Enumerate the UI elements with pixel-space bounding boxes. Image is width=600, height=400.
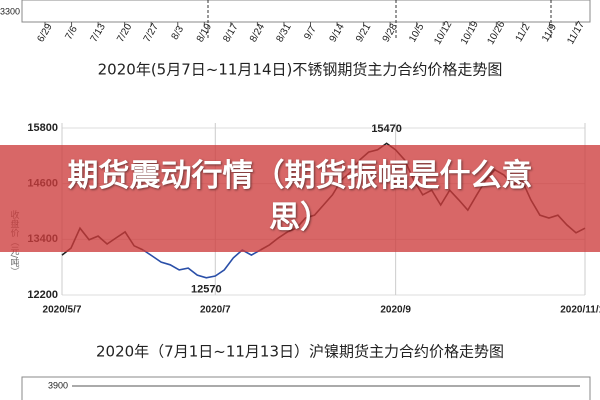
x-tick-label: 11/17 — [565, 19, 587, 46]
x-tick-label: 10/19 — [459, 19, 481, 47]
x-tick-label: 2020/5/7 — [43, 305, 82, 316]
x-tick-label: 10/26 — [485, 19, 507, 47]
x-tick-label: 10/12 — [432, 19, 454, 47]
y-tick-label: 15800 — [27, 122, 58, 134]
data-label: 12570 — [191, 284, 222, 296]
line-series — [142, 249, 261, 279]
data-label: 15470 — [371, 123, 402, 135]
x-tick-label: 2020/7 — [200, 305, 231, 316]
x-tick-label: 7/27 — [142, 22, 161, 45]
y-tick-label: 3300 — [0, 6, 20, 16]
x-tick-label: 6/29 — [35, 22, 54, 45]
y-tick-label: 3900 — [48, 380, 68, 390]
top-frame — [21, 0, 591, 23]
x-tick-label: 2020/11/14 — [560, 305, 600, 316]
x-tick-label: 9/7 — [302, 24, 319, 42]
x-tick-label: 8/24 — [248, 22, 267, 45]
x-tick-label: 8/31 — [274, 22, 293, 45]
x-tick-label: 9/21 — [354, 22, 373, 45]
x-tick-label: 8/17 — [221, 22, 240, 45]
x-tick-label: 10/5 — [407, 22, 426, 45]
bottom-frame — [21, 376, 591, 400]
x-tick-label: 8/10 — [195, 22, 214, 45]
x-tick-label: 9/14 — [328, 22, 347, 45]
x-tick-label: 2020/9 — [380, 305, 411, 316]
x-tick-label: 11/2 — [514, 22, 533, 44]
x-tick-label: 7/6 — [63, 24, 80, 42]
x-tick-label: 8/3 — [170, 24, 187, 42]
x-tick-label: 9/28 — [381, 22, 400, 45]
banner: 期货震动行情（期货振幅是什么意思） — [0, 145, 600, 252]
banner-text: 期货震动行情（期货振幅是什么意思） — [67, 158, 533, 236]
x-tick-label: 7/20 — [115, 22, 134, 45]
x-tick-label: 7/13 — [89, 22, 108, 45]
chart-title: 2020年（7月1日~11月13日）沪镍期货主力合约价格走势图 — [96, 343, 504, 361]
y-tick-label: 12200 — [27, 289, 58, 301]
chart-title: 2020年(5月7日~11月14日)不锈钢期货主力合约价格走势图 — [98, 61, 503, 79]
x-tick-label: 11/9 — [540, 22, 559, 44]
